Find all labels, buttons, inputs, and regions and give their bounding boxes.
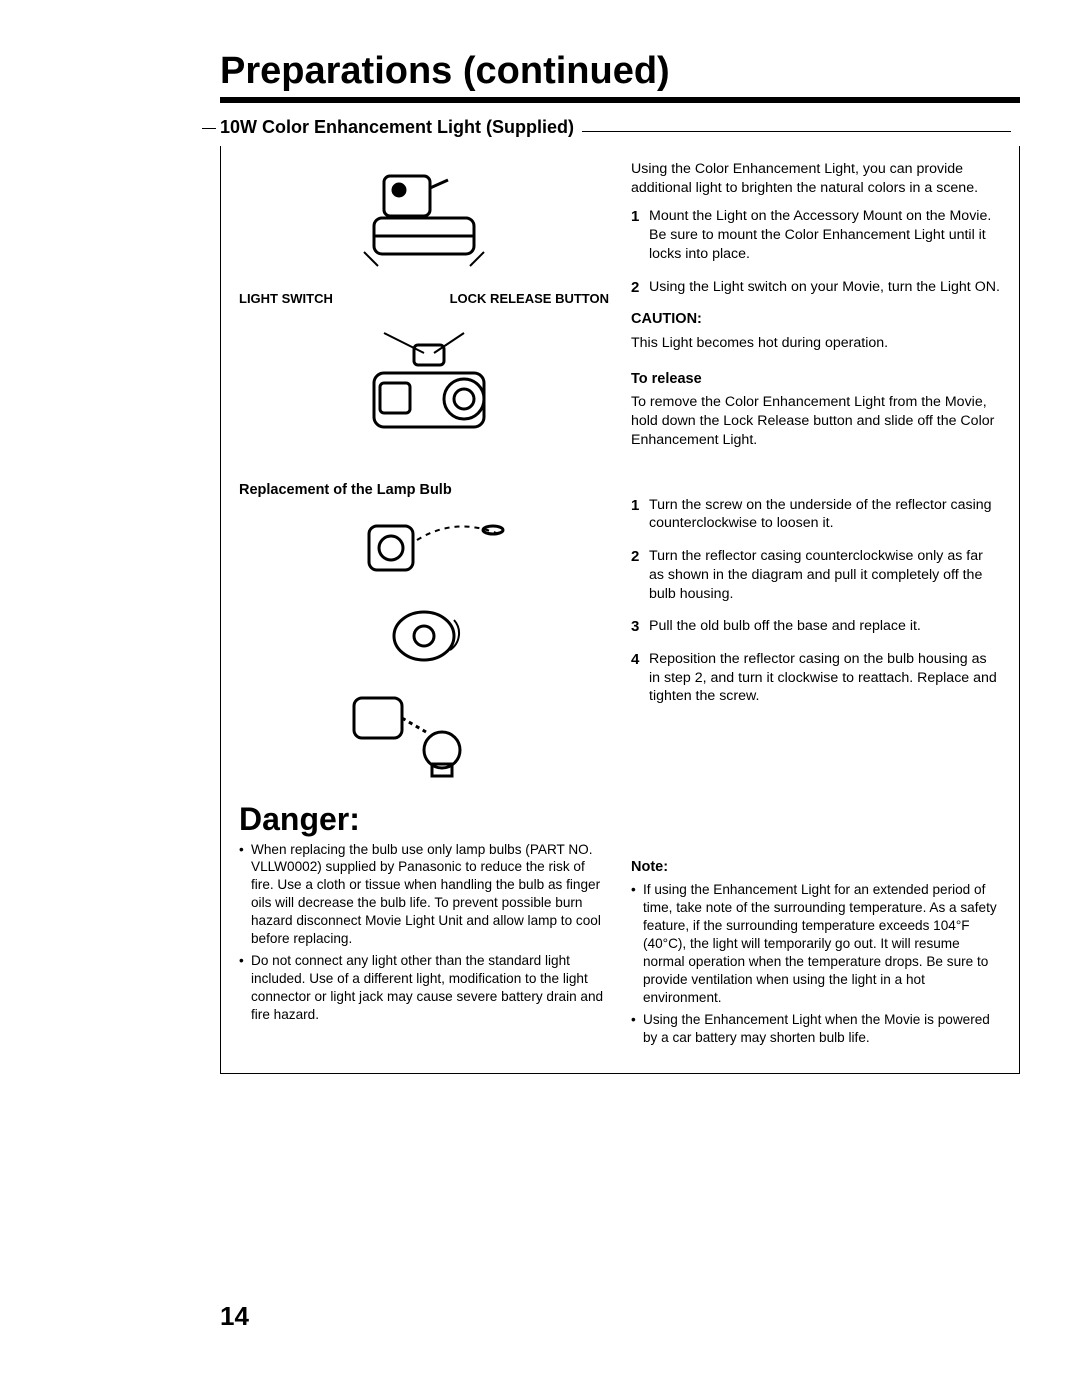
spacer [631,460,1001,496]
release-head: To release [631,370,1001,389]
mount-steps: 1 Mount the Light on the Accessory Mount… [631,207,1001,296]
step-number: 1 [631,496,639,516]
step: 4 Reposition the reflector casing on the… [631,650,1001,706]
figure-bulb-pull [344,684,504,784]
step-text: Using the Light switch on your Movie, tu… [649,279,1000,295]
step-text: Turn the reflector casing counterclockwi… [649,548,983,601]
section-head-wrap: 10W Color Enhancement Light (Supplied) [220,117,1020,146]
note-bullets: If using the Enhancement Light for an ex… [631,881,1001,1046]
note-bullet: If using the Enhancement Light for an ex… [631,881,1001,1007]
note-bullet: Using the Enhancement Light when the Mov… [631,1011,1001,1047]
right-column: Using the Color Enhancement Light, you c… [631,160,1001,1051]
page: Preparations (continued) 10W Color Enhan… [0,0,1080,1392]
step: 1 Turn the screw on the underside of the… [631,496,1001,533]
left-column: LIGHT SWITCH LOCK RELEASE BUTTON [239,160,609,1051]
step: 2 Turn the reflector casing counterclock… [631,547,1001,603]
spacer [631,720,1001,840]
step-number: 2 [631,278,639,298]
figure-camcorder [344,313,504,463]
step-text: Pull the old bulb off the base and repla… [649,618,921,634]
section-title: 10W Color Enhancement Light (Supplied) [220,117,574,138]
caution-text: This Light becomes hot during operation. [631,334,1001,353]
release-text: To remove the Color Enhancement Light fr… [631,393,1001,449]
danger-bullet: When replacing the bulb use only lamp bu… [239,841,609,949]
intro-text: Using the Color Enhancement Light, you c… [631,160,1001,197]
caution-head: CAUTION: [631,310,1001,329]
note-head: Note: [631,858,1001,877]
danger-bullet: Do not connect any light other than the … [239,952,609,1024]
section-box: LIGHT SWITCH LOCK RELEASE BUTTON [220,146,1020,1074]
figure-reflector-turn [374,600,474,670]
page-number: 14 [220,1301,249,1332]
step-text: Turn the screw on the underside of the r… [649,497,992,532]
page-title: Preparations (continued) [220,50,1020,93]
step-number: 3 [631,617,639,637]
step: 1 Mount the Light on the Accessory Mount… [631,207,1001,263]
replace-steps: 1 Turn the screw on the underside of the… [631,496,1001,707]
replace-head: Replacement of the Lamp Bulb [239,481,609,500]
label-light-switch: LIGHT SWITCH [239,290,333,307]
figure-light-on-mount [344,166,504,276]
danger-bullets: When replacing the bulb use only lamp bu… [239,841,609,1024]
step: 3 Pull the old bulb off the base and rep… [631,617,1001,636]
step-number: 1 [631,207,639,227]
label-lock-release: LOCK RELEASE BUTTON [450,290,609,307]
step-text: Reposition the reflector casing on the b… [649,651,997,704]
step-number: 4 [631,650,639,670]
figure-reflector-screw [339,506,509,586]
step-number: 2 [631,547,639,567]
figure-labels: LIGHT SWITCH LOCK RELEASE BUTTON [239,290,609,307]
danger-head: Danger: [239,798,609,840]
step-text: Mount the Light on the Accessory Mount o… [649,208,991,224]
step: 2 Using the Light switch on your Movie, … [631,278,1001,297]
title-rule [220,97,1020,103]
step-subtext: Be sure to mount the Color Enhancement L… [649,227,986,262]
